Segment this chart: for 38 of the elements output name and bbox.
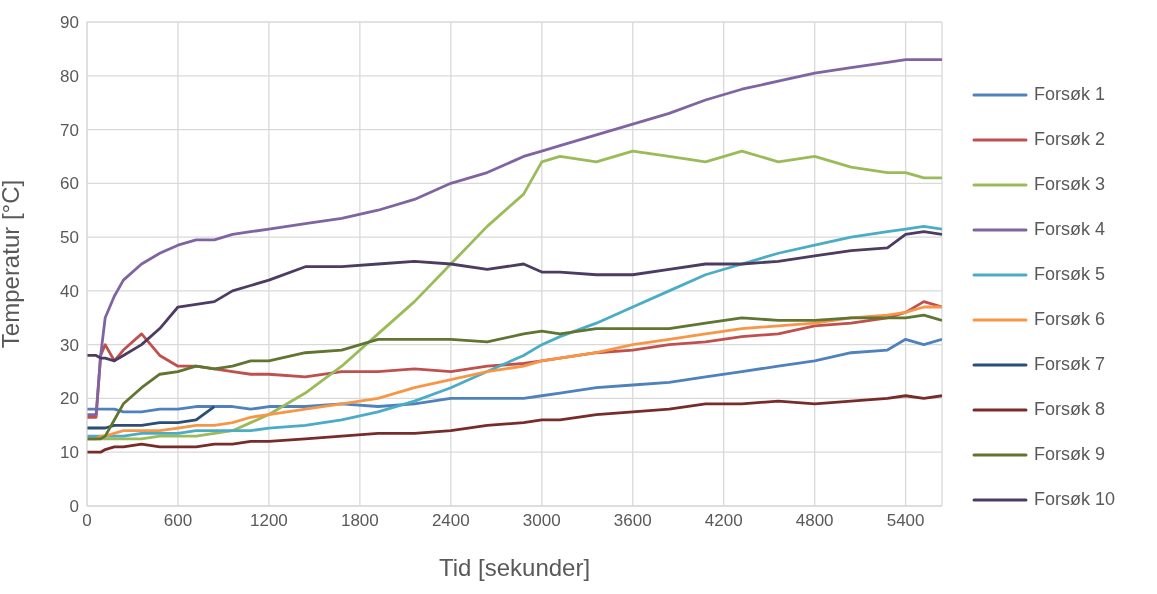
legend-label: Forsøk 4 [1034, 219, 1106, 240]
y-tick-label: 40 [60, 281, 79, 301]
legend-label: Forsøk 8 [1034, 399, 1106, 420]
line-series [87, 230, 942, 363]
y-tick-label: 60 [60, 174, 79, 194]
x-tick-label: 1800 [340, 511, 379, 531]
line-series [87, 224, 942, 438]
legend-label: Forsøk 2 [1034, 129, 1106, 150]
y-tick-label: 20 [60, 389, 79, 409]
x-tick-label: 3000 [522, 511, 561, 531]
legend-label: Forsøk 10 [1034, 489, 1116, 510]
legend-label: Forsøk 6 [1034, 309, 1106, 330]
x-tick-label: 3600 [613, 511, 652, 531]
legend-label: Forsøk 5 [1034, 264, 1106, 285]
line-series [87, 58, 942, 416]
line-series [87, 405, 216, 430]
x-tick-label: 4800 [795, 511, 834, 531]
legend-label: Forsøk 7 [1034, 354, 1106, 375]
y-tick-label: 80 [60, 66, 79, 86]
legend-label: Forsøk 1 [1034, 84, 1106, 105]
y-tick-label: 0 [69, 497, 79, 517]
y-tick-label: 30 [60, 335, 79, 355]
x-tick-label: 0 [82, 511, 92, 531]
line-series [87, 394, 942, 454]
legend-label: Forsøk 3 [1034, 174, 1106, 195]
x-tick-label: 2400 [431, 511, 470, 531]
x-tick-label: 5400 [886, 511, 925, 531]
line-series [87, 337, 942, 414]
y-tick-label: 50 [60, 228, 79, 248]
legend-label: Forsøk 9 [1034, 444, 1106, 465]
x-tick-label: 600 [163, 511, 193, 531]
y-axis-title: Temperatur [°C] [0, 179, 24, 349]
x-tick-label: 4200 [704, 511, 743, 531]
y-tick-label: 90 [60, 13, 79, 33]
y-tick-label: 70 [60, 120, 79, 140]
x-tick-label: 1200 [250, 511, 288, 531]
y-tick-label: 10 [60, 443, 79, 463]
x-axis-title: Tid [sekunder] [438, 554, 591, 581]
